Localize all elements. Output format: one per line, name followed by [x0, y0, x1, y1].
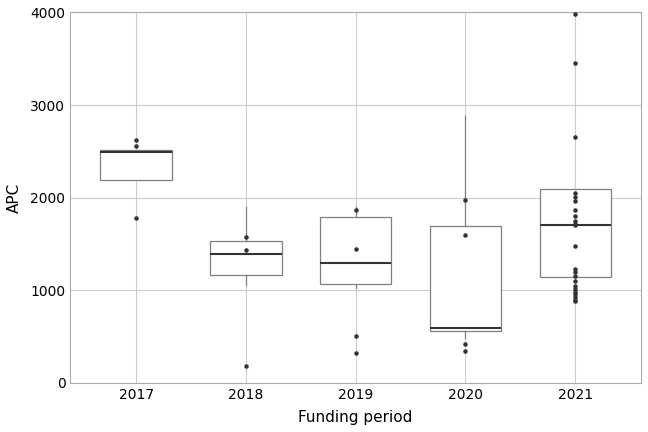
PathPatch shape [100, 150, 172, 180]
PathPatch shape [210, 241, 282, 274]
X-axis label: Funding period: Funding period [299, 410, 413, 425]
PathPatch shape [320, 217, 391, 284]
Y-axis label: APC: APC [7, 183, 22, 213]
PathPatch shape [430, 226, 501, 331]
PathPatch shape [540, 189, 611, 277]
